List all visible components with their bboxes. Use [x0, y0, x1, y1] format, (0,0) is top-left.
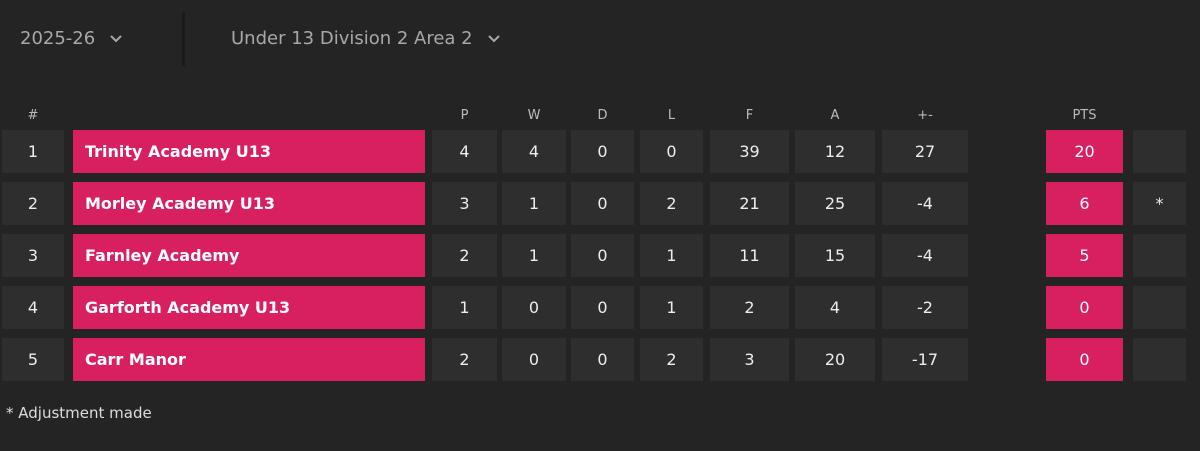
season: 2025-26 [20, 28, 96, 49]
division: Under 13 Division 2 Area 2 [231, 28, 473, 49]
divider [182, 12, 185, 66]
points: 5 [1046, 234, 1123, 277]
stat: 27 [882, 130, 968, 173]
position: 5 [2, 338, 64, 381]
stat: -4 [882, 182, 968, 225]
stat: 0 [571, 182, 634, 225]
stat: -2 [882, 286, 968, 329]
note [1133, 234, 1186, 277]
stat: 39 [710, 130, 789, 173]
stat: 1 [502, 182, 566, 225]
stat: 2 [432, 234, 497, 277]
stat: 0 [502, 286, 566, 329]
column-header: F [745, 108, 754, 123]
season-select[interactable]: 2025-26 [20, 28, 123, 49]
stat: 15 [795, 234, 875, 277]
stat: 4 [432, 130, 497, 173]
column-header: D [597, 108, 608, 123]
stat: 0 [571, 130, 634, 173]
column-header: L [667, 108, 676, 123]
points: 20 [1046, 130, 1123, 173]
stat: 3 [710, 338, 789, 381]
column-header: W [527, 108, 541, 123]
stat: 12 [795, 130, 875, 173]
team-name: Morley Academy U13 [73, 182, 425, 225]
column-header: A [830, 108, 840, 123]
stat: 0 [502, 338, 566, 381]
position: 3 [2, 234, 64, 277]
stat: 25 [795, 182, 875, 225]
team-name: Carr Manor [73, 338, 425, 381]
column-header: PTS [1072, 108, 1097, 123]
stat: 0 [571, 234, 634, 277]
position: 2 [2, 182, 64, 225]
stat: 0 [571, 338, 634, 381]
division-select[interactable]: Under 13 Division 2 Area 2 [231, 28, 501, 49]
stat: 1 [640, 234, 703, 277]
stat: 1 [640, 286, 703, 329]
team-name: Trinity Academy U13 [73, 130, 425, 173]
note [1133, 338, 1186, 381]
stat: 1 [502, 234, 566, 277]
footnote: * Adjustment made [6, 404, 152, 422]
team-name: Garforth Academy U13 [73, 286, 425, 329]
chevron [110, 34, 122, 42]
points: 0 [1046, 338, 1123, 381]
stat: 20 [795, 338, 875, 381]
stat: 2 [640, 182, 703, 225]
column-header: P [460, 108, 469, 123]
column-header: +- [917, 108, 933, 123]
note: * [1133, 182, 1186, 225]
points: 6 [1046, 182, 1123, 225]
points: 0 [1046, 286, 1123, 329]
stat: 0 [640, 130, 703, 173]
stat: 21 [710, 182, 789, 225]
team-name: Farnley Academy [73, 234, 425, 277]
position: 1 [2, 130, 64, 173]
note [1133, 286, 1186, 329]
stat: 2 [432, 338, 497, 381]
stat: -17 [882, 338, 968, 381]
column-header: # [27, 108, 39, 123]
stat: 2 [640, 338, 703, 381]
chevron [487, 34, 500, 42]
stat: 4 [502, 130, 566, 173]
stat: 11 [710, 234, 789, 277]
position: 4 [2, 286, 64, 329]
stat: 2 [710, 286, 789, 329]
stat: 4 [795, 286, 875, 329]
note [1133, 130, 1186, 173]
stat: -4 [882, 234, 968, 277]
stat: 3 [432, 182, 497, 225]
stat: 0 [571, 286, 634, 329]
stat: 1 [432, 286, 497, 329]
